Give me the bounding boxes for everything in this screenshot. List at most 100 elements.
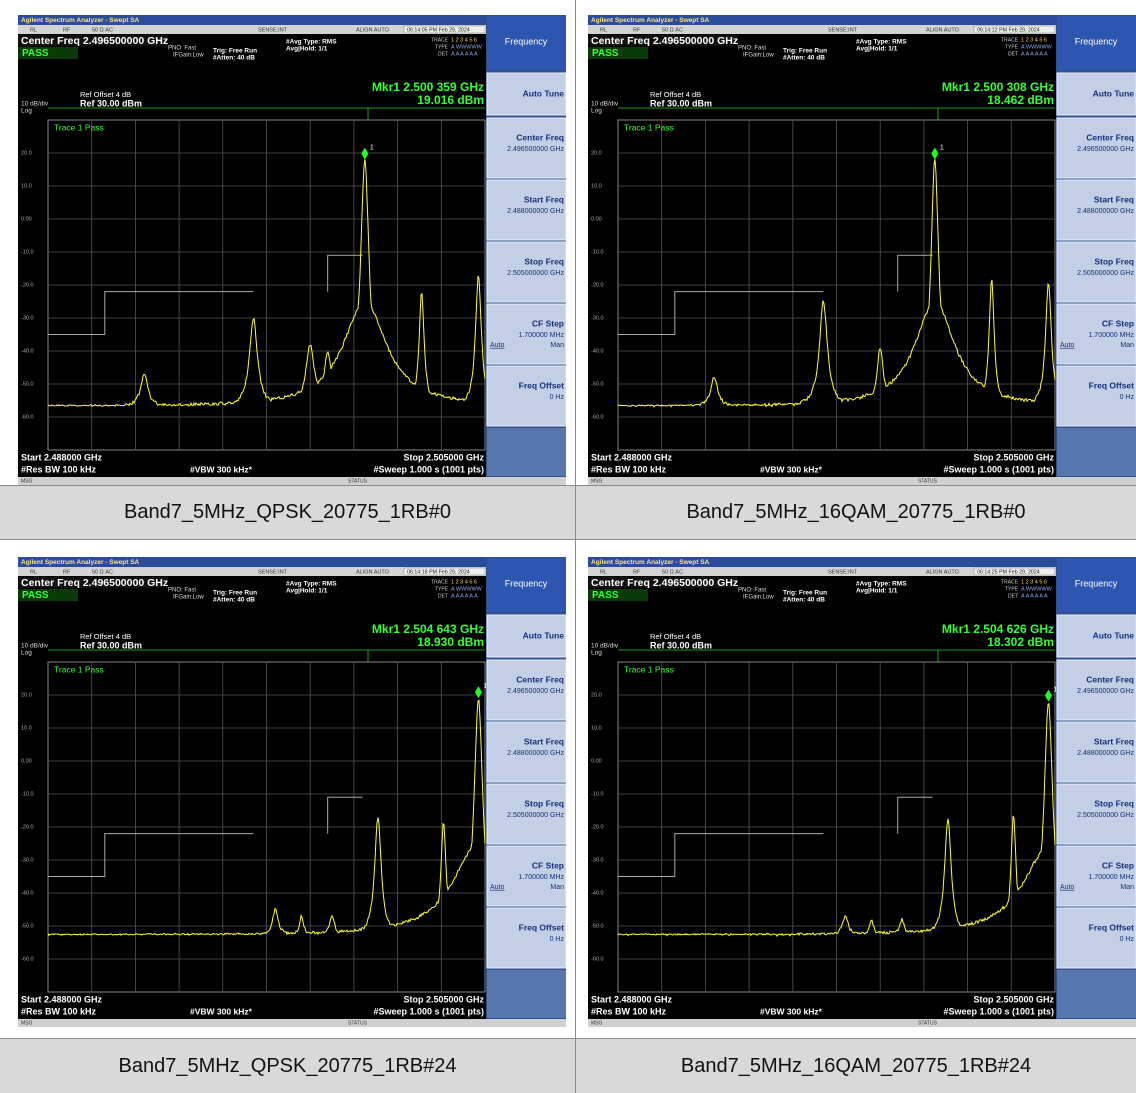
softkey[interactable] [486,721,566,783]
softkey-value: 1.700000 MHz [518,874,564,881]
message-bar [588,477,1136,485]
status-item: RL [30,569,37,575]
y-axis-label: -10.0 [21,791,34,797]
marker [474,686,482,699]
softkey-value: 2.488000000 GHz [507,208,564,215]
screenshot-cell: Agilent Spectrum Analyzer - Swept SA RL RF… [0,540,575,1038]
trace-info-label: DET [1008,593,1018,599]
status-item: RL [600,27,607,33]
status-item: SENSE:INT [258,27,288,33]
trace-info-value: A A A A A A [451,593,478,599]
softkey[interactable] [486,72,566,116]
scale: 10 dB/div [591,101,619,108]
softkey[interactable] [486,303,566,365]
softkey[interactable] [1056,179,1136,241]
message-label: MSG [591,1020,603,1026]
softkey[interactable] [486,179,566,241]
softkey[interactable] [1056,72,1136,116]
softkey[interactable] [486,241,566,303]
softkey-label: Start Freq [524,736,564,746]
y-axis-label: 0.00 [21,216,32,222]
marker [931,147,939,160]
softkey[interactable] [1056,241,1136,303]
softkey-label: Auto Tune [1093,630,1135,640]
softkey-option: Auto [1060,884,1075,891]
limit-line [618,833,824,877]
trace-info-label: DET [1008,51,1018,57]
ref-offset: Ref Offset 4 dB [80,90,131,99]
softkey[interactable] [1056,117,1136,179]
softkey[interactable] [486,845,566,907]
softkey-label: Center Freq [516,674,564,684]
softkey[interactable] [1056,783,1136,845]
softkey[interactable] [1056,614,1136,658]
softkey-value: 1.700000 MHz [1088,332,1134,339]
trace-info-value: A WWWWW [451,586,483,592]
trace-info-value: A A A A A A [451,51,478,57]
trace [617,159,1056,408]
ref-offset: Ref Offset 4 dB [650,90,701,99]
start-freq: Start 2.488000 GHz [591,452,673,462]
menu-title-box [1057,558,1136,612]
softkey-value: 2.496500000 GHz [507,146,564,153]
ifgain: IFGain:Low [173,595,204,601]
status-time: 06:14:12 PM Feb 29, 2024 [977,27,1040,33]
softkey-label: Freq Offset [519,380,565,390]
limit-line [48,833,254,877]
message-label: MSG [591,478,603,484]
marker-level: 19.016 dBm [417,93,484,107]
marker [1044,689,1052,702]
screenshot-cell: Agilent Spectrum Analyzer - Swept SA RL RF… [0,0,575,485]
y-axis-label: -40.0 [21,348,34,354]
softkey[interactable] [486,907,566,969]
softkey[interactable] [1056,659,1136,721]
trace-info-value: 1 2 3 4 5 6 [1021,579,1047,585]
y-axis-label: 10.0 [591,183,602,189]
softkey-label: Center Freq [1086,132,1134,142]
menu-title: Frequency [1075,36,1118,46]
y-axis-label: -30.0 [21,857,34,863]
ref-level: Ref 30.00 dBm [80,640,142,650]
trace-info-label: TRACE [431,37,449,43]
pno: PNO: Fast [738,46,766,52]
y-axis-label: -40.0 [591,348,604,354]
status-item: SENSE:INT [828,27,858,33]
softkey[interactable] [1056,721,1136,783]
marker-level: 18.930 dBm [417,635,484,649]
start-freq: Start 2.488000 GHz [21,452,103,462]
trace-status: Trace 1 Pass [54,664,104,674]
trace-info-label: TRACE [431,579,449,585]
softkey[interactable] [486,614,566,658]
ifgain: IFGain:Low [743,53,774,59]
softkey-value: 2.505000000 GHz [1077,270,1134,277]
scale-type: Log [591,650,602,657]
y-axis-label: -30.0 [21,315,34,321]
softkey[interactable] [1056,907,1136,969]
softkey[interactable] [486,117,566,179]
softkey[interactable] [1056,845,1136,907]
caption: Band7_5MHz_QPSK_20775_1RB#24 [0,1039,575,1093]
ref-level: Ref 30.00 dBm [80,98,142,108]
y-axis-label: -40.0 [591,890,604,896]
status-item: RL [30,27,37,33]
trigger: Trig: Free Run [783,48,827,55]
trace-info-label: TYPE [1005,44,1019,50]
softkey-label: Freq Offset [1089,922,1135,932]
y-axis-label: 10.0 [21,183,32,189]
trace-info-label: DET [438,51,448,57]
marker-number: 1 [1053,686,1057,693]
trace-info-label: TYPE [435,44,449,50]
softkey[interactable] [1056,365,1136,427]
softkey-option: Auto [490,342,505,349]
softkey-blank [487,970,566,1018]
softkey[interactable] [486,365,566,427]
attenuation: #Atten: 40 dB [783,597,825,604]
menu-title: Frequency [505,578,548,588]
softkey[interactable] [486,659,566,721]
softkey[interactable] [486,783,566,845]
status-row [18,25,486,34]
analyzer-screen: Agilent Spectrum Analyzer - Swept SA RL RF… [18,557,566,1027]
softkey[interactable] [1056,303,1136,365]
softkey-value: 2.488000000 GHz [1077,750,1134,757]
softkey-label: Auto Tune [523,630,565,640]
